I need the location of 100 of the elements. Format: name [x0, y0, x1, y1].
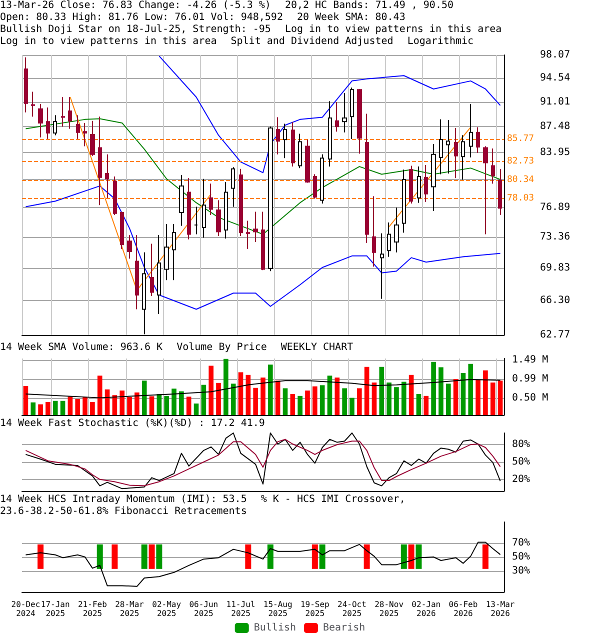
candlestick — [113, 176, 117, 216]
y-tick-label: 76.89 — [540, 202, 570, 214]
candlestick — [172, 224, 176, 281]
candlestick — [239, 168, 243, 236]
ref-line-label: 78.03 — [507, 193, 534, 204]
line-series — [25, 118, 501, 235]
x-tick-label: 02-May 2025 — [152, 600, 182, 618]
y-tick-label: 73.36 — [540, 232, 570, 243]
line-series — [25, 185, 501, 310]
candlestick — [394, 207, 399, 253]
text: 13-Mar-26 Close: 76.83 Change: -4.26 (-5.3 %) — [0, 0, 271, 12]
candlestick — [61, 96, 65, 128]
x-tick-label: 13-Mar 2026 — [486, 600, 515, 618]
y-tick-label: 80% — [512, 439, 530, 450]
candlestick — [68, 96, 72, 130]
candlestick — [476, 126, 480, 154]
y-tick-label: 98.07 — [540, 50, 570, 60]
ref-line-label: 82.73 — [507, 156, 534, 167]
candlestick — [335, 101, 339, 132]
candlestick — [283, 123, 287, 159]
y-tick-label: 0.99 M — [512, 374, 548, 385]
y-tick-label: 50% — [512, 552, 530, 562]
candlestick — [291, 122, 295, 168]
candlestick — [498, 168, 502, 216]
candlestick — [246, 220, 250, 250]
y-tick-label: 91.01 — [540, 96, 570, 108]
candlestick — [320, 154, 324, 204]
x-tick-label: 24-Oct 2025 — [338, 600, 367, 618]
text: 23.6-38.2-50-61.8% Fibonacci Retracements — [0, 506, 247, 518]
candlestick — [357, 88, 362, 154]
candlestick — [261, 211, 265, 271]
candlestick — [194, 206, 198, 235]
text: WEEKLY CHART — [280, 342, 354, 354]
x-tick-label: 11-Jul 2025 — [226, 600, 256, 618]
ref-line-label: 80.34 — [507, 175, 534, 186]
candlestick — [439, 118, 443, 175]
y-tick-label: 50% — [512, 456, 530, 468]
candlestick — [483, 146, 488, 235]
legend-label: Bearish — [323, 622, 366, 634]
candlestick — [298, 133, 302, 169]
line-series — [25, 438, 501, 486]
line-series — [25, 432, 501, 490]
y-tick-label: 30% — [512, 566, 530, 576]
candlestick — [46, 106, 50, 140]
ref-line-label: 85.77 — [507, 134, 534, 144]
candlestick — [469, 104, 473, 158]
line-series — [25, 378, 501, 398]
y-tick-label: 87.48 — [540, 121, 570, 132]
x-tick-label: 20-Dec 2024 — [11, 600, 40, 618]
y-tick-label: 66.30 — [540, 295, 570, 306]
candlestick — [328, 100, 332, 168]
candlestick — [164, 224, 169, 281]
candlestick — [380, 232, 384, 300]
candlestick — [90, 120, 95, 156]
x-tick-label: 06-Feb 2026 — [448, 600, 478, 618]
candlestick — [424, 164, 428, 202]
candlestick — [372, 196, 376, 268]
candlestick — [187, 178, 191, 240]
text: Log in to view patterns in this area — [0, 36, 217, 48]
candlestick — [216, 200, 221, 236]
candlestick — [268, 126, 273, 272]
x-tick-label: 17-Jan 2025 — [40, 600, 70, 618]
y-tick-label: 69.83 — [540, 262, 570, 274]
line-series — [25, 542, 501, 587]
candlestick — [76, 114, 80, 140]
candlestick — [253, 211, 258, 242]
candlestick — [313, 174, 317, 200]
candlestick — [38, 104, 43, 138]
candlestick — [127, 234, 132, 260]
candlestick — [305, 139, 310, 184]
candlestick — [365, 113, 369, 244]
candlestick — [342, 92, 347, 133]
x-tick-label: 02-Jan 2026 — [412, 600, 441, 618]
y-tick-label: 1.49 M — [512, 354, 548, 366]
text: 20,2 HC Bands: 71.49 , 90.50 — [284, 0, 454, 12]
candlestick — [461, 134, 465, 180]
text: Bullish Doji Star on 18-Jul-25, Strength: -95 — [0, 24, 271, 36]
y-tick-label: 94.54 — [540, 72, 570, 84]
x-tick-label: 21-Feb 2025 — [78, 600, 108, 618]
candlestick — [276, 116, 280, 155]
x-tick-label: 19-Sep 2025 — [300, 600, 330, 618]
text: Split and Dividend Adjusted — [230, 36, 394, 48]
candlestick — [98, 116, 102, 206]
chart-title: 14 Week HCS Intraday Momentum (IMI): 53.5 — [0, 494, 247, 506]
line-series — [158, 56, 501, 174]
candlestick — [157, 234, 161, 315]
y-tick-label: 70% — [512, 538, 530, 548]
text: Log in to view patterns in this area — [284, 24, 502, 36]
text: Open: 80.33 High: 81.76 Low: 76.01 Vol: 948,592 — [0, 12, 283, 24]
candlestick — [120, 211, 124, 250]
candlestick — [24, 56, 28, 113]
candlestick — [209, 183, 213, 216]
text: Volume By Price — [176, 342, 267, 354]
candlestick — [387, 222, 391, 258]
x-tick-label: 15-Aug 2025 — [263, 600, 292, 618]
candlestick — [454, 128, 458, 179]
y-tick-label: 0.50 M — [512, 392, 548, 404]
text: 20 Week SMA: 80.43 — [296, 12, 406, 24]
y-tick-label: 83.95 — [540, 147, 570, 158]
candlestick — [202, 178, 206, 238]
